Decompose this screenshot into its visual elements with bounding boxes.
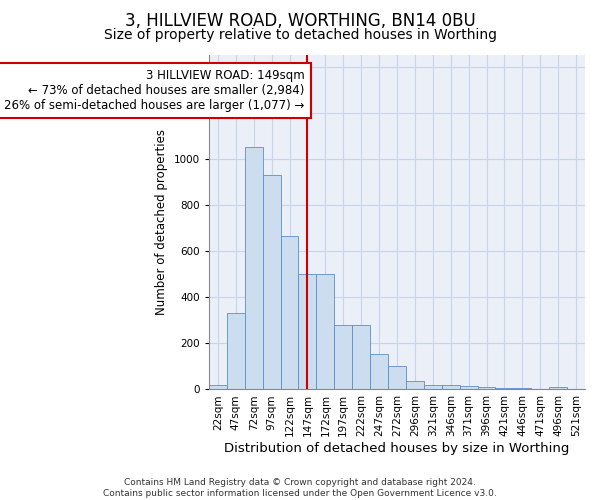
Bar: [496, 388, 514, 390]
Bar: [209, 385, 227, 390]
Bar: [281, 236, 298, 390]
Text: 3 HILLVIEW ROAD: 149sqm
← 73% of detached houses are smaller (2,984)
26% of semi: 3 HILLVIEW ROAD: 149sqm ← 73% of detache…: [4, 69, 305, 112]
Bar: [442, 385, 460, 390]
Bar: [263, 175, 281, 390]
Bar: [424, 385, 442, 390]
Text: Contains HM Land Registry data © Crown copyright and database right 2024.
Contai: Contains HM Land Registry data © Crown c…: [103, 478, 497, 498]
Bar: [316, 274, 334, 390]
Bar: [298, 274, 316, 390]
Bar: [406, 382, 424, 390]
Text: Size of property relative to detached houses in Worthing: Size of property relative to detached ho…: [104, 28, 497, 42]
Bar: [460, 386, 478, 390]
Y-axis label: Number of detached properties: Number of detached properties: [155, 129, 168, 315]
Bar: [549, 387, 567, 390]
Bar: [245, 148, 263, 390]
Bar: [514, 388, 531, 390]
Bar: [388, 366, 406, 390]
Bar: [334, 325, 352, 390]
Bar: [352, 325, 370, 390]
Bar: [478, 387, 496, 390]
X-axis label: Distribution of detached houses by size in Worthing: Distribution of detached houses by size …: [224, 442, 569, 455]
Bar: [227, 314, 245, 390]
Bar: [370, 354, 388, 390]
Text: 3, HILLVIEW ROAD, WORTHING, BN14 0BU: 3, HILLVIEW ROAD, WORTHING, BN14 0BU: [125, 12, 475, 30]
